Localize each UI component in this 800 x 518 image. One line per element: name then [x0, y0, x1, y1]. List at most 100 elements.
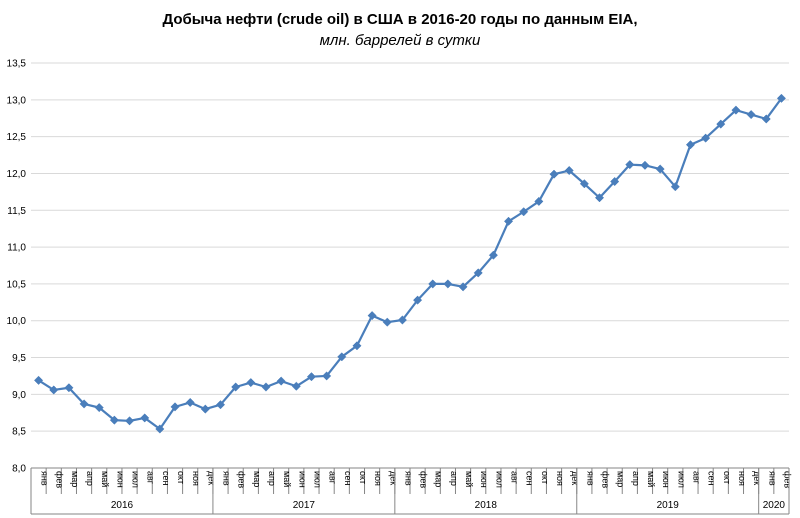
month-label: дек: [388, 471, 398, 485]
data-point: [701, 133, 711, 143]
y-tick-label: 13,0: [7, 95, 27, 106]
data-point: [564, 165, 574, 176]
data-point: [670, 182, 680, 192]
month-label: сен: [707, 471, 717, 486]
data-point: [413, 295, 423, 305]
data-point: [382, 317, 392, 327]
month-label: ноя: [191, 471, 201, 486]
data-point: [716, 119, 726, 129]
year-label: 2017: [293, 500, 316, 511]
data-point: [215, 400, 226, 410]
gridlines: [31, 62, 789, 432]
data-point: [473, 268, 483, 278]
month-label: янв: [40, 471, 50, 486]
month-label: янв: [767, 471, 777, 486]
month-label: мар: [616, 471, 626, 487]
data-point: [231, 382, 241, 392]
month-label: сен: [343, 471, 353, 486]
data-point: [109, 415, 119, 425]
y-tick-label: 8,0: [12, 464, 26, 475]
data-point: [579, 179, 589, 189]
data-point: [458, 282, 468, 292]
y-axis: 8,0 8,5 9,0 9,5 10,0 10,5 11,0 11,5 12,0 12,5 13,0…: [7, 59, 27, 475]
data-point: [155, 424, 165, 434]
x-axis: янв фев мар апр май июн июл авг сен окт ноя дек янв ф…: [30, 467, 792, 515]
year-label: 2020: [763, 500, 786, 511]
data-point: [124, 416, 135, 426]
data-point: [549, 169, 559, 179]
month-label: мар: [70, 471, 80, 487]
month-label: май: [100, 471, 110, 487]
month-label: июн: [115, 471, 125, 488]
y-tick-label: 12,0: [7, 169, 27, 180]
series-line: [37, 97, 783, 431]
month-label: июн: [661, 471, 671, 488]
chart-title: Добыча нефти (crude oil) в США в 2016-20…: [162, 11, 637, 28]
y-tick-label: 11,0: [7, 243, 26, 254]
month-label: ноя: [373, 471, 383, 486]
month-label: авг: [146, 471, 156, 485]
month-label: дек: [206, 471, 216, 485]
month-label: апр: [85, 471, 95, 486]
data-point: [731, 105, 741, 115]
month-label: янв: [222, 471, 232, 486]
data-point: [519, 207, 529, 217]
month-label: май: [646, 471, 656, 487]
y-tick-label: 13,5: [7, 59, 27, 70]
data-point: [79, 399, 89, 409]
year-label: 2018: [475, 500, 498, 511]
data-point: [261, 382, 271, 392]
data-point: [503, 216, 514, 226]
y-tick-label: 9,0: [12, 390, 26, 401]
y-tick-label: 9,5: [12, 353, 26, 364]
data-point: [352, 341, 362, 351]
month-label: июл: [494, 471, 504, 488]
data-point: [428, 279, 438, 289]
month-label: июл: [131, 471, 141, 488]
month-label: июн: [297, 471, 307, 488]
data-point: [291, 381, 301, 391]
year-label: 2016: [111, 500, 134, 511]
data-point: [306, 372, 317, 382]
month-label: май: [464, 471, 474, 487]
data-point: [685, 140, 696, 150]
data-point: [761, 114, 771, 124]
data-point: [94, 403, 104, 413]
month-label: мар: [252, 471, 262, 487]
month-label: фев: [419, 471, 429, 488]
month-label: сен: [525, 471, 535, 486]
data-point: [140, 413, 150, 423]
month-label: авг: [691, 471, 701, 485]
y-tick-label: 12,5: [7, 132, 27, 143]
data-point: [185, 397, 195, 408]
month-label: фев: [782, 471, 792, 488]
month-label: авг: [510, 471, 520, 485]
data-point: [337, 352, 347, 362]
data-series: [34, 93, 786, 434]
month-label: фев: [55, 471, 65, 488]
data-point: [488, 250, 498, 260]
data-point: [170, 402, 180, 412]
data-point: [625, 160, 635, 170]
month-label: фев: [601, 471, 611, 488]
data-point: [776, 93, 786, 103]
month-label: окт: [722, 471, 732, 484]
month-label: ноя: [737, 471, 747, 486]
data-point: [367, 311, 377, 321]
month-label: янв: [403, 471, 413, 486]
data-point: [246, 378, 256, 388]
data-point: [594, 193, 605, 203]
month-label: мар: [434, 471, 444, 487]
month-label: ноя: [555, 471, 565, 486]
month-label: июл: [676, 471, 686, 488]
data-point: [49, 385, 59, 395]
month-label: фев: [237, 471, 247, 488]
y-tick-label: 8,5: [12, 427, 26, 438]
month-label: дек: [752, 471, 762, 485]
month-label: окт: [176, 471, 186, 484]
month-label: авг: [328, 471, 338, 485]
year-label: 2019: [657, 500, 680, 511]
month-label: май: [282, 471, 292, 487]
month-label: окт: [358, 471, 368, 484]
